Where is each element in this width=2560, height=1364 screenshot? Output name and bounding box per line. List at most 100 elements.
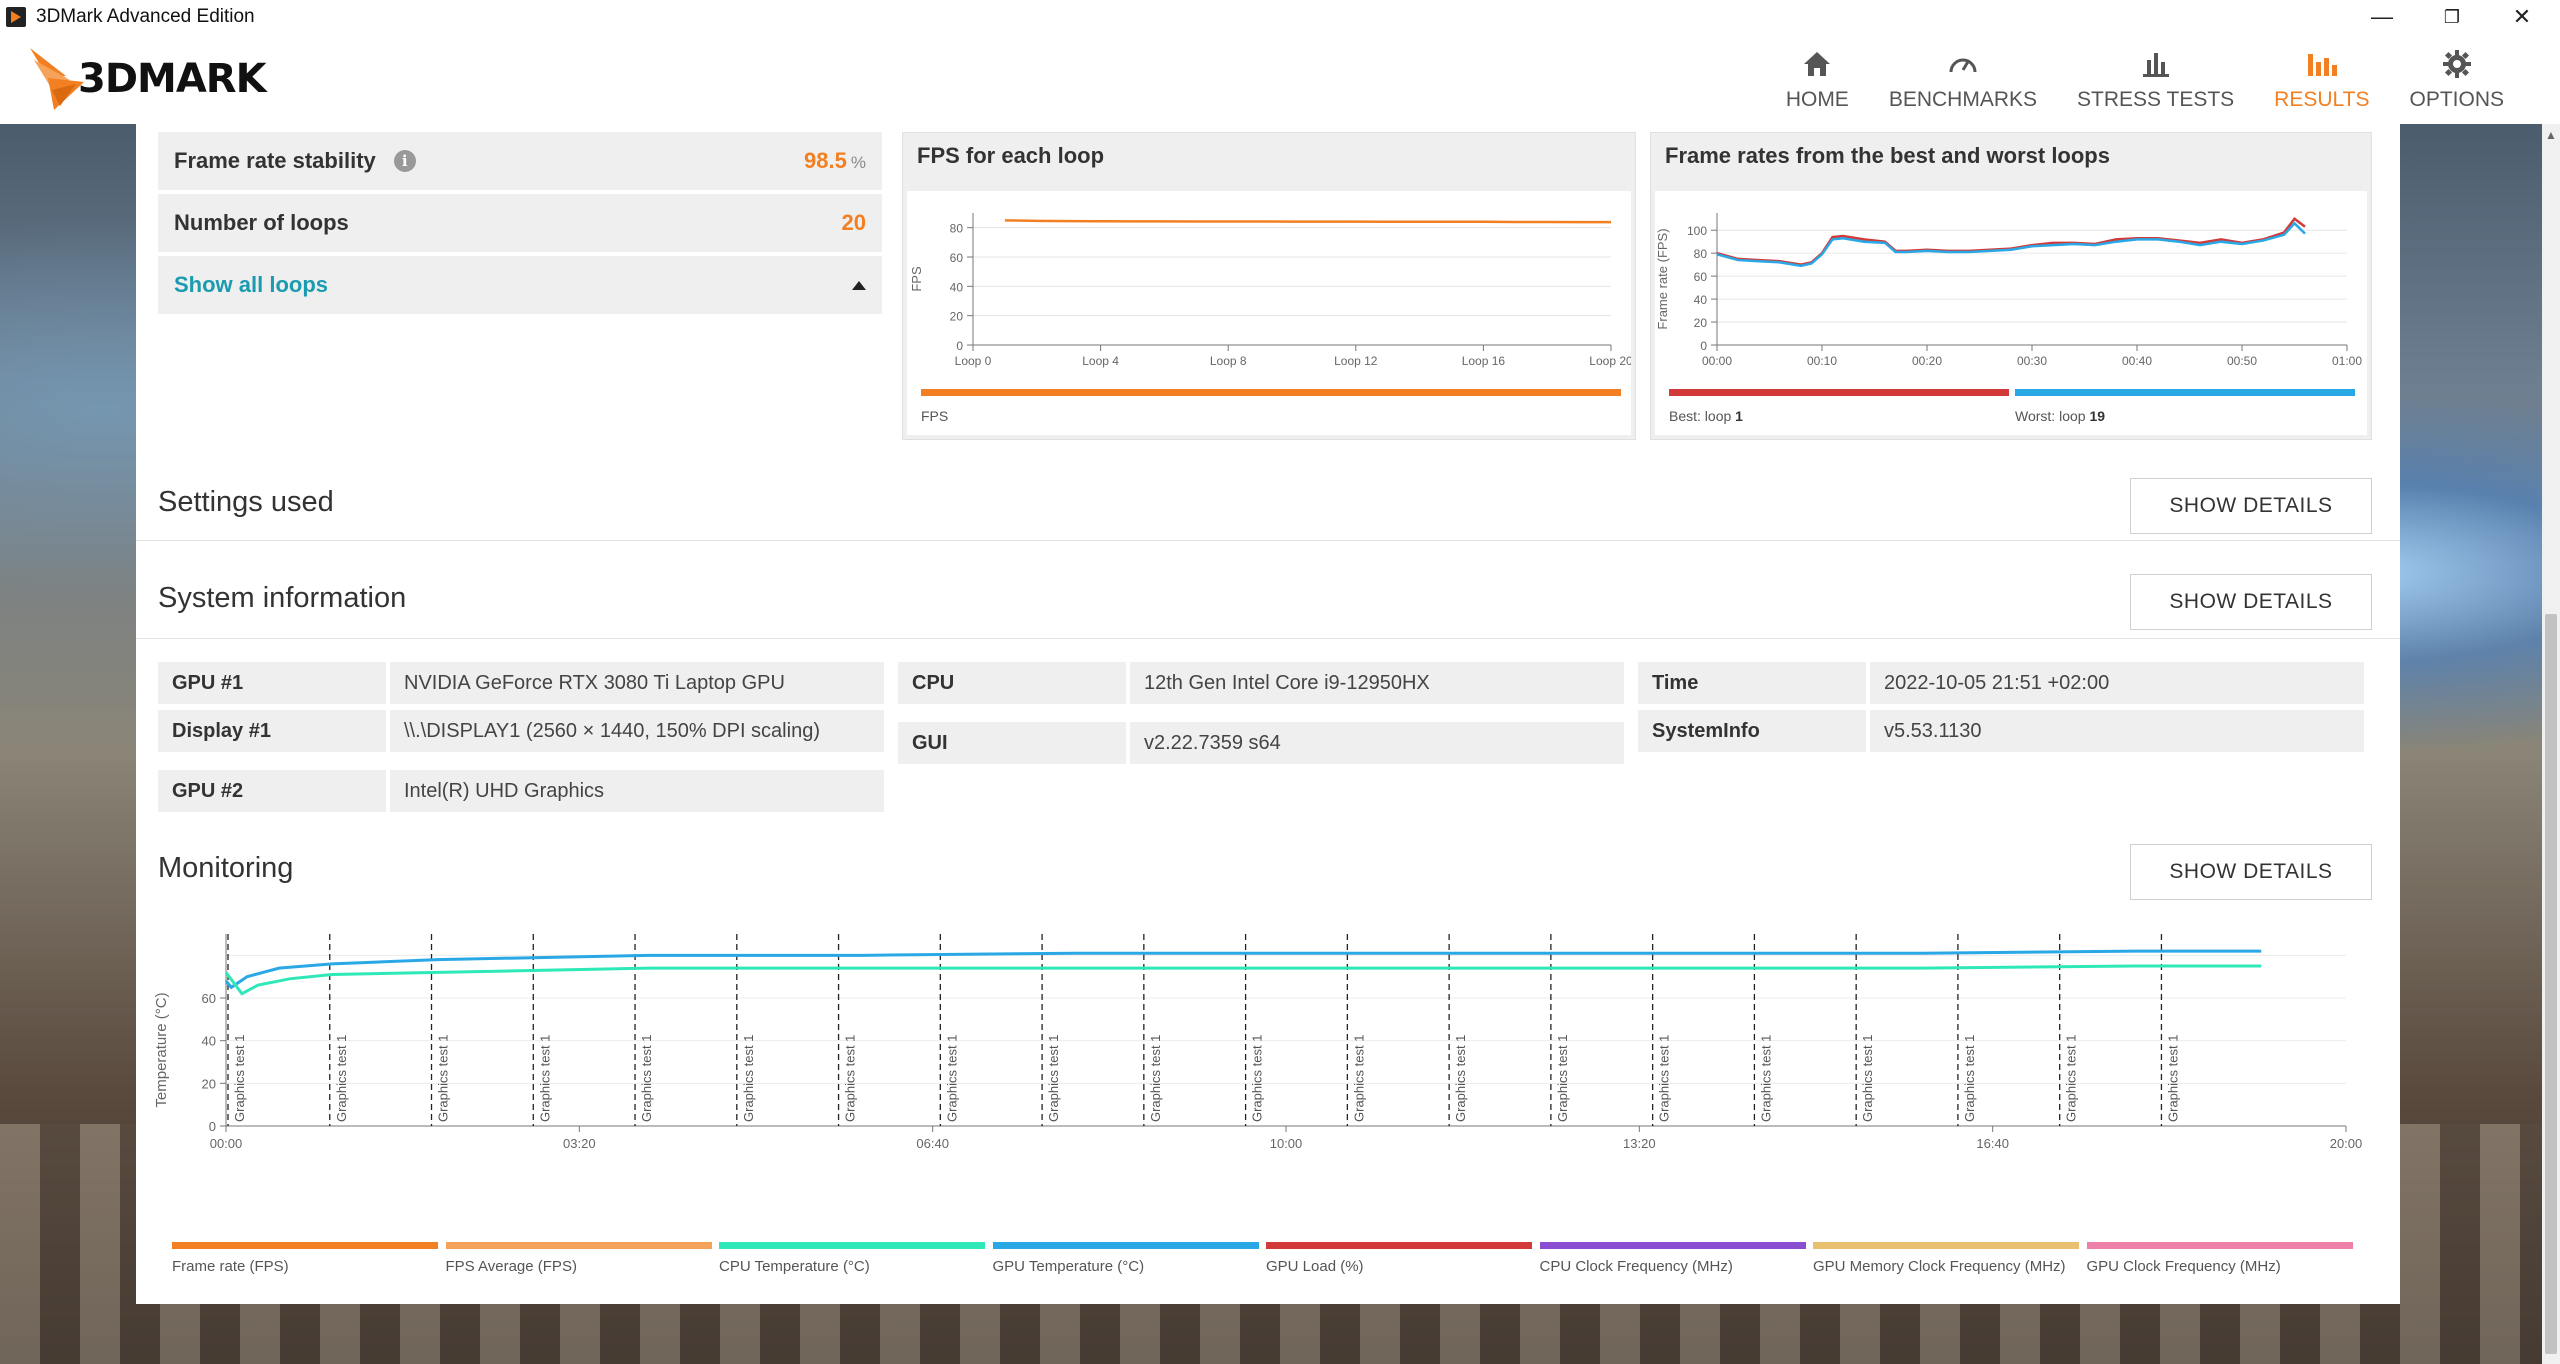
y-tick-label: 0 [956,339,963,353]
app-header: 3DMARK HOME BENCHMARKS STRESS TESTS RESU… [0,34,2560,124]
legend-item[interactable]: GPU Memory Clock Frequency (MHz) [1813,1242,2079,1282]
results-panel: Frame rate stability i 98.5% Number of l… [136,124,2400,1304]
vertical-scrollbar[interactable]: ▲ [2542,124,2560,1364]
y-axis-label: FPS [909,266,924,292]
x-tick-label: 00:50 [2227,354,2257,368]
legend-swatch [719,1242,985,1249]
x-tick-label: 00:00 [210,1136,243,1151]
monitoring-chart: 0 20 40 60 Temperature (°C) 00:00 03:20 06:40 10… [153,934,2363,1151]
legend-label: FPS [921,408,948,424]
close-button[interactable]: ✕ [2488,0,2556,34]
x-tick-label: 00:30 [2017,354,2047,368]
legend-label: Worst: loop 19 [2015,408,2105,424]
legend-bar [921,389,1621,396]
settings-show-details-button[interactable]: SHOW DETAILS [2130,478,2372,534]
legend-label: CPU Clock Frequency (MHz) [1539,1258,1733,1275]
fps-per-loop-title: FPS for each loop [917,143,1105,168]
systeminfo-value: v5.53.1130 [1870,710,2364,752]
y-tick-label: 40 [950,280,964,294]
nav-options[interactable]: OPTIONS [2389,34,2524,124]
y-tick-label: 60 [950,251,964,265]
collapse-arrow-icon [852,280,866,290]
frame-rate-stability-label: Frame rate stability [174,148,376,173]
time-value: 2022-10-05 21:51 +02:00 [1870,662,2364,704]
info-icon[interactable]: i [393,150,416,172]
display1-value: \\.\DISPLAY1 (2560 × 1440, 150% DPI scal… [390,710,884,752]
legend-item[interactable]: CPU Clock Frequency (MHz) [1539,1242,1806,1282]
series-line-temperature [224,949,2262,990]
legend-swatch [1539,1242,1806,1249]
fps-per-loop-chart: 0 20 40 60 80 Loop 0 Loop 4 Loop 8 Loop 12 Loop 1… [909,213,1633,424]
x-tick-label: Loop 16 [1462,354,1506,368]
gpu1-value: NVIDIA GeForce RTX 3080 Ti Laptop GPU [390,662,884,704]
frame-rate-stability-value: 98.5% [804,148,866,174]
x-tick-label: 00:40 [2122,354,2152,368]
legend-bar [1669,389,2009,396]
graphics-test-label: Graphics test 1 [2064,1035,2079,1122]
monitoring-show-details-button[interactable]: SHOW DETAILS [2130,844,2372,900]
legend-item[interactable]: CPU Temperature (°C) [719,1242,985,1282]
minimize-button[interactable]: — [2348,0,2416,34]
number-of-loops-label: Number of loops [174,210,349,235]
gui-label: GUI [898,722,1126,764]
time-label: Time [1638,662,1866,704]
settings-used-title: Settings used [158,486,334,518]
graphics-test-label: Graphics test 1 [741,1035,756,1122]
legend-label: CPU Temperature (°C) [719,1258,870,1275]
close-icon: ✕ [2512,4,2532,29]
graphics-test-label: Graphics test 1 [1046,1035,1061,1122]
y-tick-label: 0 [209,1119,216,1134]
x-tick-label: 00:10 [1807,354,1837,368]
legend-item[interactable]: GPU Temperature (°C) [992,1242,1259,1282]
y-tick-label: 20 [202,1076,216,1091]
app-icon [6,7,26,27]
legend-bar [2015,389,2355,396]
3dmark-logo[interactable]: 3DMARK [26,44,267,114]
nav-home[interactable]: HOME [1766,34,1869,124]
series-line-fps [1004,219,1611,224]
scroll-up-arrow-icon[interactable]: ▲ [2545,128,2557,142]
legend-label: GPU Memory Clock Frequency (MHz) [1813,1258,2066,1275]
y-tick-label: 40 [202,1034,216,1049]
x-tick-label: 20:00 [2330,1136,2363,1151]
graphics-test-label: Graphics test 1 [1453,1035,1468,1122]
logo-text: 3DMARK [78,56,267,102]
graphics-test-label: Graphics test 1 [537,1035,552,1122]
graphics-test-label: Graphics test 1 [232,1035,247,1122]
legend-label: Frame rate (FPS) [172,1258,289,1275]
best-worst-chart-area: 0 20 40 60 80 100 00:00 00:10 00:20 00:30 00:40 00:… [1655,191,2367,435]
stability-unit: % [850,153,866,172]
show-all-loops-toggle[interactable]: Show all loops [158,256,882,314]
logo-wing-icon [30,48,84,110]
system-show-details-button[interactable]: SHOW DETAILS [2130,574,2372,630]
divider [136,638,2400,639]
y-tick-label: 80 [950,222,964,236]
x-tick-label: 01:00 [2332,354,2362,368]
show-all-loops-label: Show all loops [174,272,329,297]
gui-value: v2.22.7359 s64 [1130,722,1624,764]
legend-item[interactable]: Frame rate (FPS) [172,1242,438,1282]
x-tick-label: 03:20 [563,1136,596,1151]
y-tick-label: 40 [1694,293,1708,307]
legend-item[interactable]: GPU Clock Frequency (MHz) [2086,1242,2353,1282]
results-icon [2305,46,2339,82]
fps-per-loop-panel: FPS for each loop 0 20 40 60 80 Loop 0 Loop 4 L… [902,132,1636,440]
best-worst-panel: Frame rates from the best and worst loop… [1650,132,2372,440]
nav-benchmarks[interactable]: BENCHMARKS [1869,34,2057,124]
legend-swatch [445,1242,712,1249]
nav-results[interactable]: RESULTS [2254,34,2389,124]
nav-stress-tests[interactable]: STRESS TESTS [2057,34,2254,124]
legend-item[interactable]: FPS Average (FPS) [445,1242,712,1282]
legend-label: Best: loop 1 [1669,408,1743,424]
graphics-test-label: Graphics test 1 [1351,1035,1366,1122]
best-worst-chart: 0 20 40 60 80 100 00:00 00:10 00:20 00:30 00:40 00:… [1655,213,2362,424]
bar-chart-icon [2141,46,2171,82]
legend-loop-number: 19 [2089,408,2105,424]
legend-item[interactable]: GPU Load (%) [1266,1242,1532,1282]
graphics-test-label: Graphics test 1 [334,1035,349,1122]
y-tick-label: 80 [1694,247,1708,261]
scrollbar-thumb[interactable] [2545,614,2557,1354]
maximize-button[interactable]: ❐ [2418,0,2486,34]
nav-home-label: HOME [1785,88,1849,111]
x-tick-label: 00:20 [1912,354,1942,368]
